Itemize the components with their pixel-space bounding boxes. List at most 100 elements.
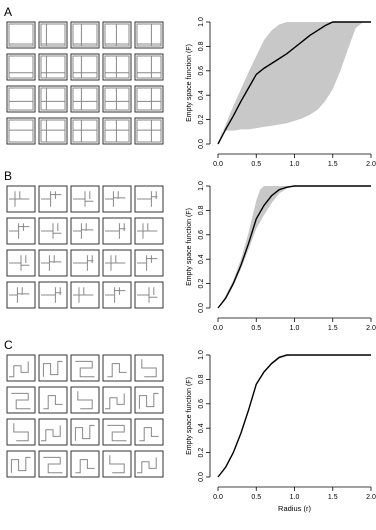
thumbnail-pattern [105,287,126,303]
panel-b: B 0.0 0.2 0.4 0.6 0.8 1.0 0.0 0.5 1.0 1.5 2.0 Empty … [4,169,376,332]
thumbnail-pattern [137,223,158,239]
y-tick-label: 0.6 [198,399,205,409]
y-tick-label: 0.6 [198,66,205,76]
thumbnail-frame [70,85,100,113]
thumbnail-pattern [137,457,157,474]
thumbnail-pattern [41,255,62,271]
thumbnail-frame [6,85,36,113]
x-tick-label: 0.5 [251,325,261,332]
thumbnail-pattern [73,287,94,303]
envelope-band [218,22,371,144]
thumbnail-frame [6,117,36,145]
x-tick-label: 1.0 [290,161,300,168]
thumbnail-pattern [136,23,162,47]
x-tick-label: 0.0 [213,494,223,501]
mean-curve [217,185,371,309]
x-tick-label: 1.5 [328,494,338,501]
y-tick-label: 0.4 [198,254,205,264]
thumbnail-pattern [72,87,98,111]
x-tick-label: 1.5 [328,161,338,168]
thumbnail-frame [70,53,100,81]
thumbnail-pattern [41,287,62,303]
x-axis-label: Radius (r) [278,504,311,513]
x-tick-label: 2.0 [366,494,376,501]
x-tick-label: 0.0 [213,161,223,168]
mean-curve [217,354,371,478]
thumbnail-pattern [75,459,95,474]
thumbnail-pattern [104,55,130,79]
thumbnail-pattern [41,223,62,239]
thumbnail-frame [70,450,100,478]
thumbnail-pattern [105,223,126,239]
thumbnail-frame [6,53,36,81]
thumbnail-pattern [41,425,61,442]
thumbnail-frame [134,418,164,446]
thumbnail-pattern [40,55,66,79]
thumbnail-frame [134,53,164,81]
thumbnail-frame [38,386,68,414]
thumbnail-frame [134,117,164,145]
thumbnail-frame [102,85,132,113]
thumbnail-pattern [73,191,94,207]
thumbnail-pattern [104,119,130,143]
thumbnail-pattern [137,191,158,207]
thumbnail-pattern [8,119,34,143]
envelope-band [218,186,371,308]
y-tick-label: 0.6 [198,230,205,240]
thumbnail-pattern [10,456,31,473]
x-tick-label: 0.5 [251,494,261,501]
x-tick-label: 1.0 [290,325,300,332]
x-tick-label: 1.0 [290,494,300,501]
thumbnail-pattern [77,391,93,410]
y-axis-label: Empty space function (F) [186,208,193,286]
thumbnail-pattern [136,55,162,79]
thumbnail-pattern [105,393,125,410]
y-tick-label: 0.2 [198,115,205,125]
thumbnail-frame [38,117,68,145]
thumbnail-frame [102,53,132,81]
thumbnail-pattern [107,424,127,442]
thumbnail-pattern [40,23,66,47]
y-tick-label: 0.8 [198,374,205,384]
thumbnail-pattern [136,119,162,143]
thumbnail-pattern [9,287,30,303]
x-tick-label: 0.0 [213,325,223,332]
y-tick-label: 0.4 [198,423,205,433]
y-tick-label: 1.0 [198,17,205,27]
y-tick-label: 1.0 [198,181,205,191]
thumbnail-pattern [42,360,63,377]
y-axis-label: Empty space function (F) [186,44,193,122]
thumbnail-frame [134,85,164,113]
thumbnail-pattern [136,87,162,111]
y-tick-label: 0.8 [198,205,205,215]
envelope-band [218,355,371,477]
thumbnail-pattern [137,255,158,271]
thumbnail-pattern [9,191,30,207]
x-tick-label: 1.5 [328,325,338,332]
thumbnail-pattern [75,360,95,378]
thumbnail-pattern [8,87,34,111]
thumbnail-pattern [9,223,30,239]
thumbnail-frame [38,53,68,81]
x-tick-label: 0.5 [251,161,261,168]
thumbnail-pattern [74,424,95,441]
thumbnail-pattern [107,363,127,378]
thumbnail-pattern [138,392,159,409]
thumbnail-pattern [43,395,63,410]
y-axis-label: Empty space function (F) [186,377,193,455]
thumbnail-pattern [40,87,66,111]
thumbnail-pattern [40,119,66,143]
thumbnail-pattern [105,191,126,207]
thumbnail-pattern [72,119,98,143]
panel-c: C 0.0 0.2 0.4 0.6 0.8 1.0 0.0 0.5 1.0 1.5 2.0 Empty … [4,338,376,513]
thumbnail-pattern [141,359,157,378]
y-tick-label: 0.8 [198,41,205,51]
y-tick-label: 0.0 [198,472,205,482]
panel-label: A [4,5,12,19]
panel-a: A 0.0 0.2 0.4 0.6 0.8 1.0 0.0 0.5 1.0 1.5 2.0 Empty … [4,5,376,168]
x-tick-label: 2.0 [366,161,376,168]
y-tick-label: 0.2 [198,279,205,289]
thumbnail-frame [102,117,132,145]
thumbnail-pattern [73,223,94,239]
